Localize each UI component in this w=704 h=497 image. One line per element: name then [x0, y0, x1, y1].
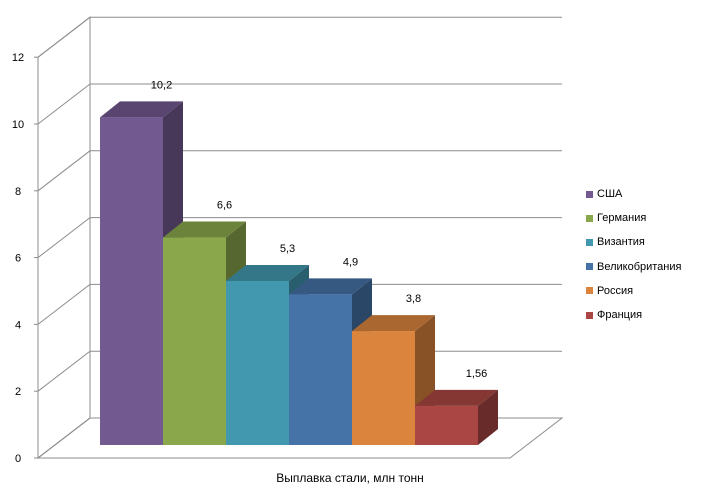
bar-top-5 [415, 389, 498, 406]
legend-swatch-russia [586, 287, 593, 295]
legend-swatch-usa [586, 190, 593, 198]
data-label-1: 6,6 [217, 200, 232, 212]
gridline-4 [37, 283, 562, 325]
y-tick-label-0: 0 [15, 453, 21, 465]
legend-swatch-great-britain [586, 263, 593, 271]
legend-label-germany: Германия [597, 212, 647, 225]
bar-front-5 [415, 405, 478, 445]
x-axis-label: Выплавка стали, млн тонн [276, 471, 424, 485]
bar-front-2 [226, 280, 289, 445]
legend: США Германия Византия Великобритания Рос… [586, 182, 701, 327]
bar-top-3 [289, 278, 372, 295]
data-label-2: 5,3 [280, 243, 295, 255]
y-tick-label-6: 6 [15, 253, 21, 265]
bar-front-4 [352, 331, 415, 445]
legend-item-usa: США [586, 182, 701, 206]
bar-front-3 [289, 294, 352, 445]
bar-front-1 [163, 237, 226, 445]
bar-5 [415, 389, 498, 445]
legend-swatch-france [586, 311, 593, 319]
data-label-3: 4,9 [343, 256, 358, 268]
y-tick-label-10: 10 [12, 119, 24, 131]
y-tick-label-8: 8 [15, 186, 21, 198]
data-label-5: 1,56 [466, 368, 487, 380]
legend-item-germany: Германия [586, 206, 701, 230]
legend-label-byzantium: Византия [597, 236, 645, 249]
gridline-6 [37, 217, 562, 258]
legend-label-russia: Россия [597, 284, 634, 297]
bar-top-1 [163, 221, 246, 238]
y-tick-label-4: 4 [15, 319, 21, 331]
bar-front-0 [100, 117, 163, 445]
legend-item-france: Франция [586, 303, 701, 327]
y-tick-label-12: 12 [12, 52, 24, 64]
gridline-10 [37, 83, 562, 125]
legend-swatch-byzantium [586, 238, 593, 246]
legend-label-great-britain: Великобритания [597, 260, 682, 273]
bar-top-2 [226, 264, 309, 281]
bar-top-0 [100, 101, 183, 118]
legend-label-usa: США [597, 188, 623, 201]
legend-swatch-germany [586, 214, 593, 222]
data-label-4: 3,8 [406, 293, 421, 305]
bar-side-5 [478, 389, 498, 445]
legend-item-byzantium: Византия [586, 230, 701, 254]
bar-top-4 [352, 315, 435, 332]
gridline-8 [37, 150, 562, 192]
data-label-0: 10,2 [151, 79, 172, 91]
gridline-12 [37, 16, 562, 58]
y-tick-label-2: 2 [15, 386, 21, 398]
legend-item-russia: Россия [586, 279, 701, 303]
bar-1 [163, 221, 246, 445]
legend-item-great-britain: Великобритания [586, 255, 701, 279]
legend-label-france: Франция [597, 309, 643, 322]
